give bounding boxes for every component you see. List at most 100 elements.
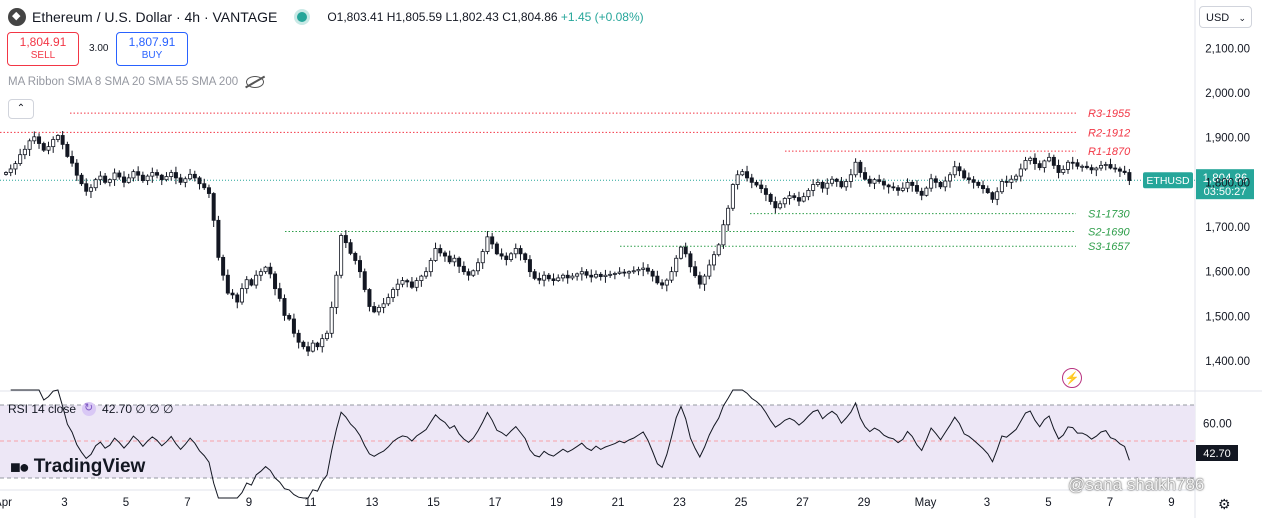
change-value: +1.45 (+0.08%) xyxy=(560,10,644,24)
candle-body xyxy=(324,332,329,340)
candle-body xyxy=(900,187,905,191)
time-tick-label: 9 xyxy=(246,497,252,509)
candle-body xyxy=(84,183,89,192)
candle-body xyxy=(221,256,226,276)
chevron-up-icon: ⌃ xyxy=(16,103,26,114)
candle-body xyxy=(140,174,145,181)
candle-body xyxy=(197,177,202,185)
candle-body xyxy=(188,173,193,180)
price-tick-label: 1,600.00 xyxy=(1205,267,1250,279)
candle-body xyxy=(490,236,495,245)
candle-body xyxy=(395,283,400,290)
candle-body xyxy=(391,289,396,298)
candle-body xyxy=(1075,162,1080,167)
candle-body xyxy=(981,185,986,190)
tradingview-logo[interactable]: ■● TradingView xyxy=(10,456,145,478)
candle-body xyxy=(239,288,244,303)
rsi-legend[interactable]: RSI 14 close 42.70 ∅ ∅ ∅ xyxy=(8,401,174,416)
rsi-refresh-icon[interactable] xyxy=(82,401,97,416)
candle-body xyxy=(702,275,707,285)
candle-body xyxy=(721,224,726,246)
candle-body xyxy=(296,332,301,343)
candle-body xyxy=(1122,170,1127,173)
sell-button[interactable]: 1,804.91 SELL xyxy=(7,32,79,66)
candle-body xyxy=(542,274,547,281)
time-tick-label: 3 xyxy=(984,497,990,509)
candle-body xyxy=(41,143,46,151)
candle-body xyxy=(438,248,443,254)
candle-body xyxy=(400,280,405,285)
candle-body xyxy=(924,187,929,196)
candle-body xyxy=(381,303,386,308)
candle-body xyxy=(612,273,617,275)
lightning-icon[interactable]: ⚡ xyxy=(1062,368,1082,388)
candle-body xyxy=(263,266,268,273)
settings-gear-icon[interactable]: ⚙ xyxy=(1218,496,1231,512)
candle-body xyxy=(1070,161,1075,164)
candle-body xyxy=(414,280,419,288)
candle-body xyxy=(1009,178,1014,183)
time-tick-label: 13 xyxy=(366,497,379,509)
candle-body xyxy=(999,181,1004,193)
candle-body xyxy=(825,182,830,189)
buy-label: BUY xyxy=(141,50,163,61)
time-tick-label: 11 xyxy=(305,497,317,509)
low-value: L1,802.43 xyxy=(445,10,499,24)
candle-body xyxy=(424,271,429,277)
candle-body xyxy=(820,181,825,189)
candle-body xyxy=(202,183,207,189)
time-tick-label: 5 xyxy=(1045,497,1051,509)
candle-body xyxy=(645,267,650,272)
candle-body xyxy=(929,178,934,189)
candle-body xyxy=(603,274,608,277)
collapse-legend-button[interactable]: ⌃ xyxy=(8,99,34,119)
symbol-title[interactable]: Ethereum / U.S. Dollar · 4h · VANTAGE xyxy=(32,9,278,25)
candle-body xyxy=(74,162,79,176)
candle-body xyxy=(60,135,65,145)
candle-body xyxy=(763,188,768,195)
candle-body xyxy=(815,181,820,185)
candle-body xyxy=(254,274,259,286)
level-label: R2-1912 xyxy=(1088,127,1130,139)
candle-body xyxy=(447,255,452,263)
ma-ribbon-legend[interactable]: MA Ribbon SMA 8 SMA 20 SMA 55 SMA 200 xyxy=(8,76,265,88)
price-tick-label: 1,700.00 xyxy=(1205,222,1250,234)
candle-body xyxy=(560,274,565,279)
candle-body xyxy=(499,253,504,257)
candle-body xyxy=(452,257,457,263)
rsi-values: 42.70 ∅ ∅ ∅ xyxy=(102,402,174,416)
rsi-current-tag xyxy=(1196,445,1238,461)
candle-body xyxy=(150,172,155,177)
candle-body xyxy=(192,173,197,179)
candle-body xyxy=(65,144,70,157)
currency-select[interactable]: USD ⌄ xyxy=(1199,6,1252,28)
candle-body xyxy=(664,279,669,286)
candle-body xyxy=(1103,164,1108,166)
candle-body xyxy=(291,318,296,334)
candle-body xyxy=(589,274,594,278)
candle-body xyxy=(258,271,263,276)
candle-body xyxy=(527,259,532,273)
candle-body xyxy=(881,181,886,186)
candle-body xyxy=(896,187,901,191)
candle-body xyxy=(136,171,141,176)
buy-price: 1,807.91 xyxy=(128,35,176,49)
candle-body xyxy=(183,178,188,183)
candle-body xyxy=(971,179,976,183)
hide-eye-icon[interactable] xyxy=(246,76,265,88)
candle-body xyxy=(169,172,174,177)
candle-body xyxy=(754,181,759,186)
candle-body xyxy=(145,175,150,181)
candle-body xyxy=(995,191,1000,200)
candle-body xyxy=(886,184,891,188)
price-tick-label: 1,900.00 xyxy=(1205,133,1250,145)
candle-body xyxy=(93,179,98,189)
time-tick-label: 3 xyxy=(61,497,67,509)
time-tick-label: 23 xyxy=(673,497,686,509)
candle-body xyxy=(442,252,447,257)
price-axis: 2,100.00 2,000.00 1,900.00 1,800.00 1,700.00… xyxy=(1196,43,1250,461)
rsi-line xyxy=(10,389,1130,499)
candle-body xyxy=(362,271,367,290)
buy-button[interactable]: 1,807.91 BUY xyxy=(116,32,188,66)
